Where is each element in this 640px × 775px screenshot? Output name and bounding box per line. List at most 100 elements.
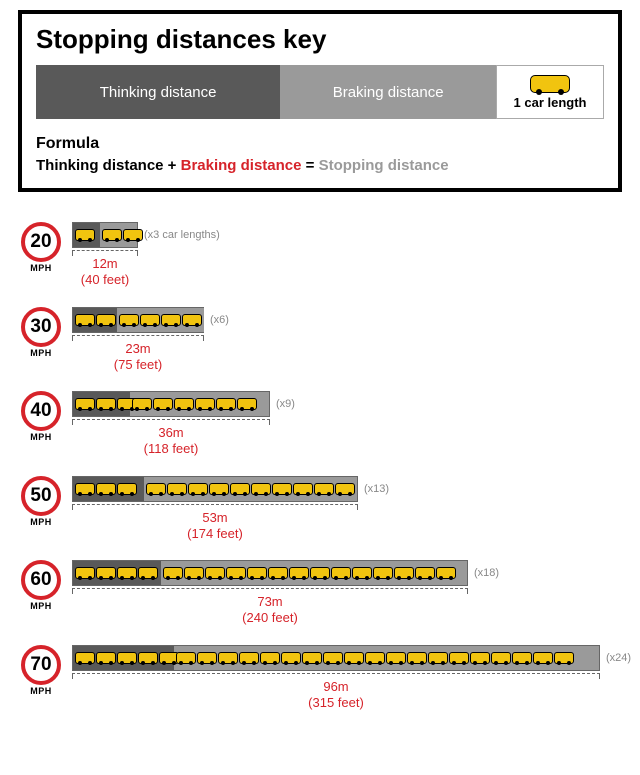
distance-feet: (174 feet) bbox=[72, 526, 358, 542]
car-icon bbox=[530, 75, 570, 93]
car-icon bbox=[352, 567, 372, 579]
car-icon bbox=[314, 483, 334, 495]
car-icon bbox=[96, 314, 116, 326]
bar-wrap: (x3 car lengths) bbox=[72, 222, 622, 248]
thinking-segment bbox=[73, 646, 174, 670]
mph-label: MPH bbox=[30, 348, 52, 358]
distance-feet: (240 feet) bbox=[72, 610, 468, 626]
car-icon bbox=[132, 398, 152, 410]
car-count-label: (x24) bbox=[606, 652, 631, 664]
car-count-label: (x13) bbox=[364, 483, 389, 495]
car-count-label: (x18) bbox=[474, 567, 499, 579]
stopping-distance-rows: 20MPH(x3 car lengths)12m(40 feet)30MPH(x… bbox=[18, 222, 622, 711]
car-icon bbox=[365, 652, 385, 664]
bar-wrap: (x18) bbox=[72, 560, 622, 586]
legend-car-label: 1 car length bbox=[514, 95, 587, 110]
speed-sign-column: 40MPH bbox=[18, 391, 64, 442]
car-icon bbox=[449, 652, 469, 664]
thinking-segment bbox=[73, 477, 144, 501]
mph-label: MPH bbox=[30, 432, 52, 442]
car-icon bbox=[75, 652, 95, 664]
car-icon bbox=[184, 567, 204, 579]
distance-feet: (75 feet) bbox=[72, 357, 204, 373]
car-icon bbox=[302, 652, 322, 664]
car-icon bbox=[260, 652, 280, 664]
car-icon bbox=[209, 483, 229, 495]
thinking-segment bbox=[73, 561, 161, 585]
speed-sign: 40 bbox=[21, 391, 61, 431]
bar-wrap: (x6) bbox=[72, 307, 622, 333]
speed-sign-column: 60MPH bbox=[18, 560, 64, 611]
distance-metres: 23m bbox=[125, 341, 150, 356]
car-icon bbox=[138, 567, 158, 579]
speed-sign-column: 20MPH bbox=[18, 222, 64, 273]
car-icon bbox=[226, 567, 246, 579]
legend-braking: Braking distance bbox=[280, 65, 496, 119]
legend-thinking: Thinking distance bbox=[36, 65, 280, 119]
car-icon bbox=[394, 567, 414, 579]
formula-thinking: Thinking distance bbox=[36, 157, 164, 174]
thinking-segment bbox=[73, 392, 130, 416]
speed-sign: 30 bbox=[21, 307, 61, 347]
distance-label: 36m(118 feet) bbox=[72, 425, 270, 458]
car-icon bbox=[163, 567, 183, 579]
distance-metres: 12m bbox=[92, 256, 117, 271]
car-icon bbox=[96, 567, 116, 579]
mph-label: MPH bbox=[30, 686, 52, 696]
car-icon bbox=[75, 567, 95, 579]
mph-label: MPH bbox=[30, 263, 52, 273]
braking-segment bbox=[130, 392, 269, 416]
car-icon bbox=[386, 652, 406, 664]
speed-sign: 20 bbox=[21, 222, 61, 262]
dimension-line bbox=[72, 588, 468, 594]
bar-column: (x24)96m(315 feet) bbox=[72, 645, 631, 712]
bar-wrap: (x24) bbox=[72, 645, 631, 671]
dimension-line bbox=[72, 335, 204, 341]
car-icon bbox=[230, 483, 250, 495]
car-count-label: (x6) bbox=[210, 314, 229, 326]
distance-feet: (315 feet) bbox=[72, 695, 600, 711]
car-icon bbox=[237, 398, 257, 410]
car-icon bbox=[293, 483, 313, 495]
speed-sign-column: 70MPH bbox=[18, 645, 64, 696]
car-icon bbox=[119, 314, 139, 326]
distance-bar bbox=[72, 560, 468, 586]
car-icon bbox=[75, 483, 95, 495]
car-icon bbox=[205, 567, 225, 579]
car-icon bbox=[218, 652, 238, 664]
mph-label: MPH bbox=[30, 601, 52, 611]
distance-metres: 73m bbox=[257, 594, 282, 609]
formula-line: Thinking distance + Braking distance = S… bbox=[36, 157, 604, 174]
key-panel: Stopping distances key Thinking distance… bbox=[18, 10, 622, 192]
car-icon bbox=[335, 483, 355, 495]
car-icon bbox=[117, 483, 137, 495]
car-icon bbox=[75, 398, 95, 410]
car-icon bbox=[188, 483, 208, 495]
car-count-label: (x3 car lengths) bbox=[144, 229, 220, 241]
car-icon bbox=[176, 652, 196, 664]
distance-label: 53m(174 feet) bbox=[72, 510, 358, 543]
speed-sign-column: 30MPH bbox=[18, 307, 64, 358]
car-icon bbox=[272, 483, 292, 495]
car-icon bbox=[512, 652, 532, 664]
distance-row: 60MPH (x18) 73m(240 feet) bbox=[18, 560, 622, 627]
bar-wrap: (x9) bbox=[72, 391, 622, 417]
distance-bar bbox=[72, 307, 204, 333]
bar-column: (x13) 53m(174 feet) bbox=[72, 476, 622, 543]
car-icon bbox=[436, 567, 456, 579]
car-icon bbox=[138, 652, 158, 664]
car-icon bbox=[554, 652, 574, 664]
car-icon bbox=[153, 398, 173, 410]
legend-car-length: 1 car length bbox=[496, 65, 604, 119]
distance-bar bbox=[72, 645, 600, 671]
car-icon bbox=[146, 483, 166, 495]
distance-label: 23m(75 feet) bbox=[72, 341, 204, 374]
car-icon bbox=[195, 398, 215, 410]
car-icon bbox=[161, 314, 181, 326]
car-icon bbox=[268, 567, 288, 579]
distance-metres: 53m bbox=[202, 510, 227, 525]
car-icon bbox=[247, 567, 267, 579]
distance-row: 30MPH (x6) 23m(75 feet) bbox=[18, 307, 622, 374]
car-count-label: (x9) bbox=[276, 398, 295, 410]
distance-label: 73m(240 feet) bbox=[72, 594, 468, 627]
